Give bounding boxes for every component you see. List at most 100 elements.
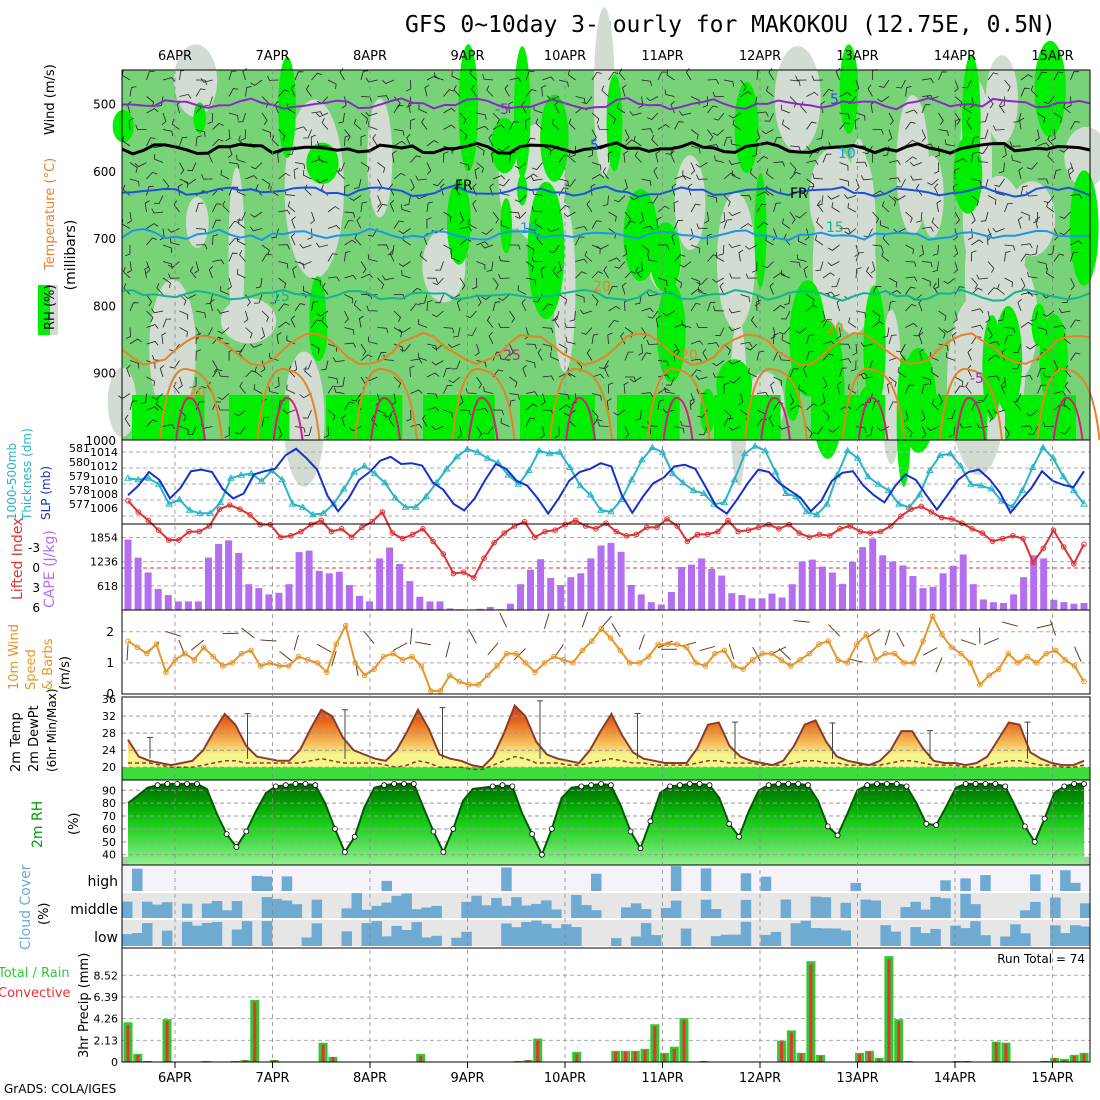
wind-barb <box>751 261 758 273</box>
wind-barb <box>798 383 807 394</box>
cape-tick-label: 618 <box>97 580 118 593</box>
wind-barb <box>888 112 894 125</box>
wind-barb <box>707 105 718 114</box>
wind-barb <box>715 327 725 337</box>
wind-barb <box>987 341 1001 346</box>
wind-barb <box>353 118 362 130</box>
wind-barb <box>690 302 701 312</box>
wind-barb <box>525 360 536 368</box>
wind-barb <box>839 162 849 171</box>
wind-barb <box>434 72 444 81</box>
wind-barb <box>634 294 642 305</box>
wind-barb <box>839 122 851 130</box>
li-point <box>796 530 803 536</box>
wind-barb <box>770 327 776 340</box>
cloud-cell <box>670 866 682 891</box>
wind-barb <box>530 175 543 181</box>
cloud-cell <box>132 933 143 946</box>
wind-barb <box>855 178 860 192</box>
thickness-point <box>607 507 615 515</box>
wind-barb <box>271 134 279 147</box>
cape-bar <box>124 539 132 610</box>
contour-label: 15 <box>272 289 290 305</box>
wind-barb <box>789 145 801 152</box>
cloud-cell <box>211 922 223 946</box>
li-tick-label: 0 <box>32 561 40 575</box>
temp-tick-label: 24 <box>102 744 116 757</box>
cloud-cell <box>980 935 991 946</box>
wind-barb <box>236 269 246 279</box>
wind-barb-10m <box>778 648 791 661</box>
wind-barb <box>483 386 494 394</box>
wind-barb <box>971 308 984 314</box>
wind-barb <box>633 135 642 147</box>
li-point <box>857 528 864 535</box>
wind-barb <box>465 310 477 319</box>
wind-barb <box>789 393 795 406</box>
wind-barb <box>756 203 767 213</box>
wind-speed-point <box>806 650 813 657</box>
li-point <box>389 530 396 536</box>
wind-barb <box>616 103 626 114</box>
wind-barb <box>690 369 702 378</box>
wind-barb <box>443 151 449 163</box>
wind-barb <box>360 70 369 81</box>
wind-barb <box>488 331 494 345</box>
rh2m-point <box>272 783 279 790</box>
wind-barb <box>783 233 791 246</box>
date-label-bottom: 13APR <box>836 1071 878 1086</box>
wind-speed-point <box>967 660 974 666</box>
wind-speed-point <box>333 641 340 648</box>
wind-barb <box>161 332 167 345</box>
precip-conv-bar <box>799 1053 803 1062</box>
cloud-cell <box>501 905 512 918</box>
wind-speed-point <box>163 669 169 676</box>
wind-barb <box>129 400 138 411</box>
wind-speed-point <box>342 622 349 629</box>
thickness-point <box>525 466 533 473</box>
cloud-cell <box>670 900 682 918</box>
wind-barb <box>353 178 362 189</box>
cloud-cell <box>551 909 562 918</box>
wind-barb <box>154 154 164 163</box>
wind-barb <box>782 218 791 229</box>
wind-barb <box>888 376 897 388</box>
wind-barb <box>816 129 824 140</box>
wind-barb <box>987 96 994 109</box>
precip-conv-bar <box>643 1049 647 1062</box>
wind-barb <box>718 244 725 256</box>
wind-barb <box>377 244 389 250</box>
li-point <box>938 514 945 521</box>
cloud-cell <box>401 930 412 946</box>
wind-barb <box>591 162 602 171</box>
rh2m-point <box>1031 838 1038 845</box>
wind-barb <box>690 393 695 406</box>
wind-barb <box>827 261 840 267</box>
cape-bar <box>839 583 846 610</box>
rh-moist-patch <box>527 181 565 320</box>
wind-barb <box>135 124 147 130</box>
wind-barb <box>613 195 626 203</box>
rh-tick-label: 60 <box>102 823 116 836</box>
wind-barb <box>432 277 444 286</box>
cloud-cell <box>291 904 303 918</box>
cloud-cell <box>361 909 372 918</box>
thickness-point <box>864 472 872 480</box>
wind-barb <box>872 244 884 251</box>
wind-barb <box>674 121 684 130</box>
cape-bar <box>919 588 927 610</box>
wind-barb <box>551 310 560 321</box>
wind-barb <box>581 96 593 105</box>
wind-barb <box>316 242 329 248</box>
wind-barb <box>1067 166 1073 180</box>
wind-barb <box>245 370 257 378</box>
wind-barb <box>459 409 471 416</box>
wind-barb <box>399 343 411 352</box>
wind-barb <box>921 376 932 385</box>
thickness-point <box>1069 486 1078 493</box>
wind-barb-10m <box>293 634 299 651</box>
wind-barb <box>854 79 860 93</box>
wind-barb <box>971 178 982 186</box>
wind-barb <box>151 208 164 214</box>
